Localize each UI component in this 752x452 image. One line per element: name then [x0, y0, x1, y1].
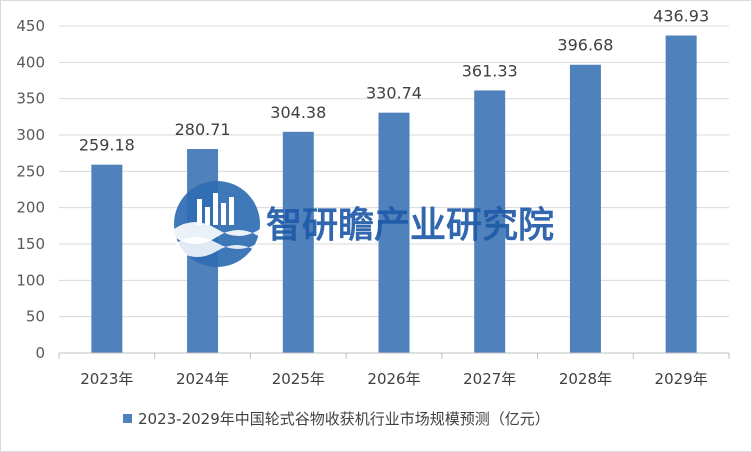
- x-tick-label: 2023年: [80, 370, 133, 388]
- y-tick-label: 150: [16, 235, 45, 253]
- x-tick-label: 2026年: [367, 370, 420, 388]
- legend: 2023-2029年中国轮式谷物收获机行业市场规模预测（亿元）: [123, 410, 550, 428]
- data-labels: 259.18 280.71 304.38 330.74 361.33 396.68 436.…: [79, 6, 709, 154]
- data-label: 436.93: [653, 6, 709, 25]
- data-label: 330.74: [366, 84, 422, 103]
- x-tick-label: 2024年: [176, 370, 229, 388]
- data-label: 259.18: [79, 136, 135, 155]
- bar: [474, 90, 506, 353]
- bar: [569, 64, 601, 354]
- legend-swatch: [123, 414, 132, 423]
- bar: [91, 164, 123, 353]
- y-tick-label: 200: [16, 199, 45, 217]
- y-tick-label: 450: [16, 17, 45, 35]
- y-tick-label: 300: [16, 126, 45, 144]
- y-tick-label: 0: [35, 344, 45, 362]
- y-tick-label: 350: [16, 90, 45, 108]
- watermark: 智研瞻产业研究院: [174, 181, 554, 267]
- y-tick-label: 100: [16, 271, 45, 289]
- bar: [378, 112, 410, 354]
- x-axis: 2023年 2024年 2025年 2026年 2027年 2028年 2029年: [58, 352, 730, 388]
- data-label: 304.38: [270, 103, 326, 122]
- legend-label: 2023-2029年中国轮式谷物收获机行业市场规模预测（亿元）: [138, 410, 550, 428]
- y-axis-ticks: 0 50 100 150 200 250 300 350 400 450: [16, 17, 45, 362]
- bar: [282, 131, 314, 353]
- data-label: 361.33: [462, 61, 518, 80]
- institute-logo-icon: [174, 181, 260, 267]
- x-tick-label: 2028年: [559, 370, 612, 388]
- y-tick-label: 400: [16, 53, 45, 71]
- watermark-text: 智研瞻产业研究院: [266, 205, 554, 246]
- x-tick-label: 2029年: [655, 370, 708, 388]
- y-tick-label: 250: [16, 162, 45, 180]
- data-label: 280.71: [175, 120, 231, 139]
- x-tick-label: 2027年: [463, 370, 516, 388]
- x-tick-label: 2025年: [272, 370, 325, 388]
- data-label: 396.68: [557, 36, 613, 55]
- y-tick-label: 50: [26, 308, 45, 326]
- bar: [665, 35, 697, 354]
